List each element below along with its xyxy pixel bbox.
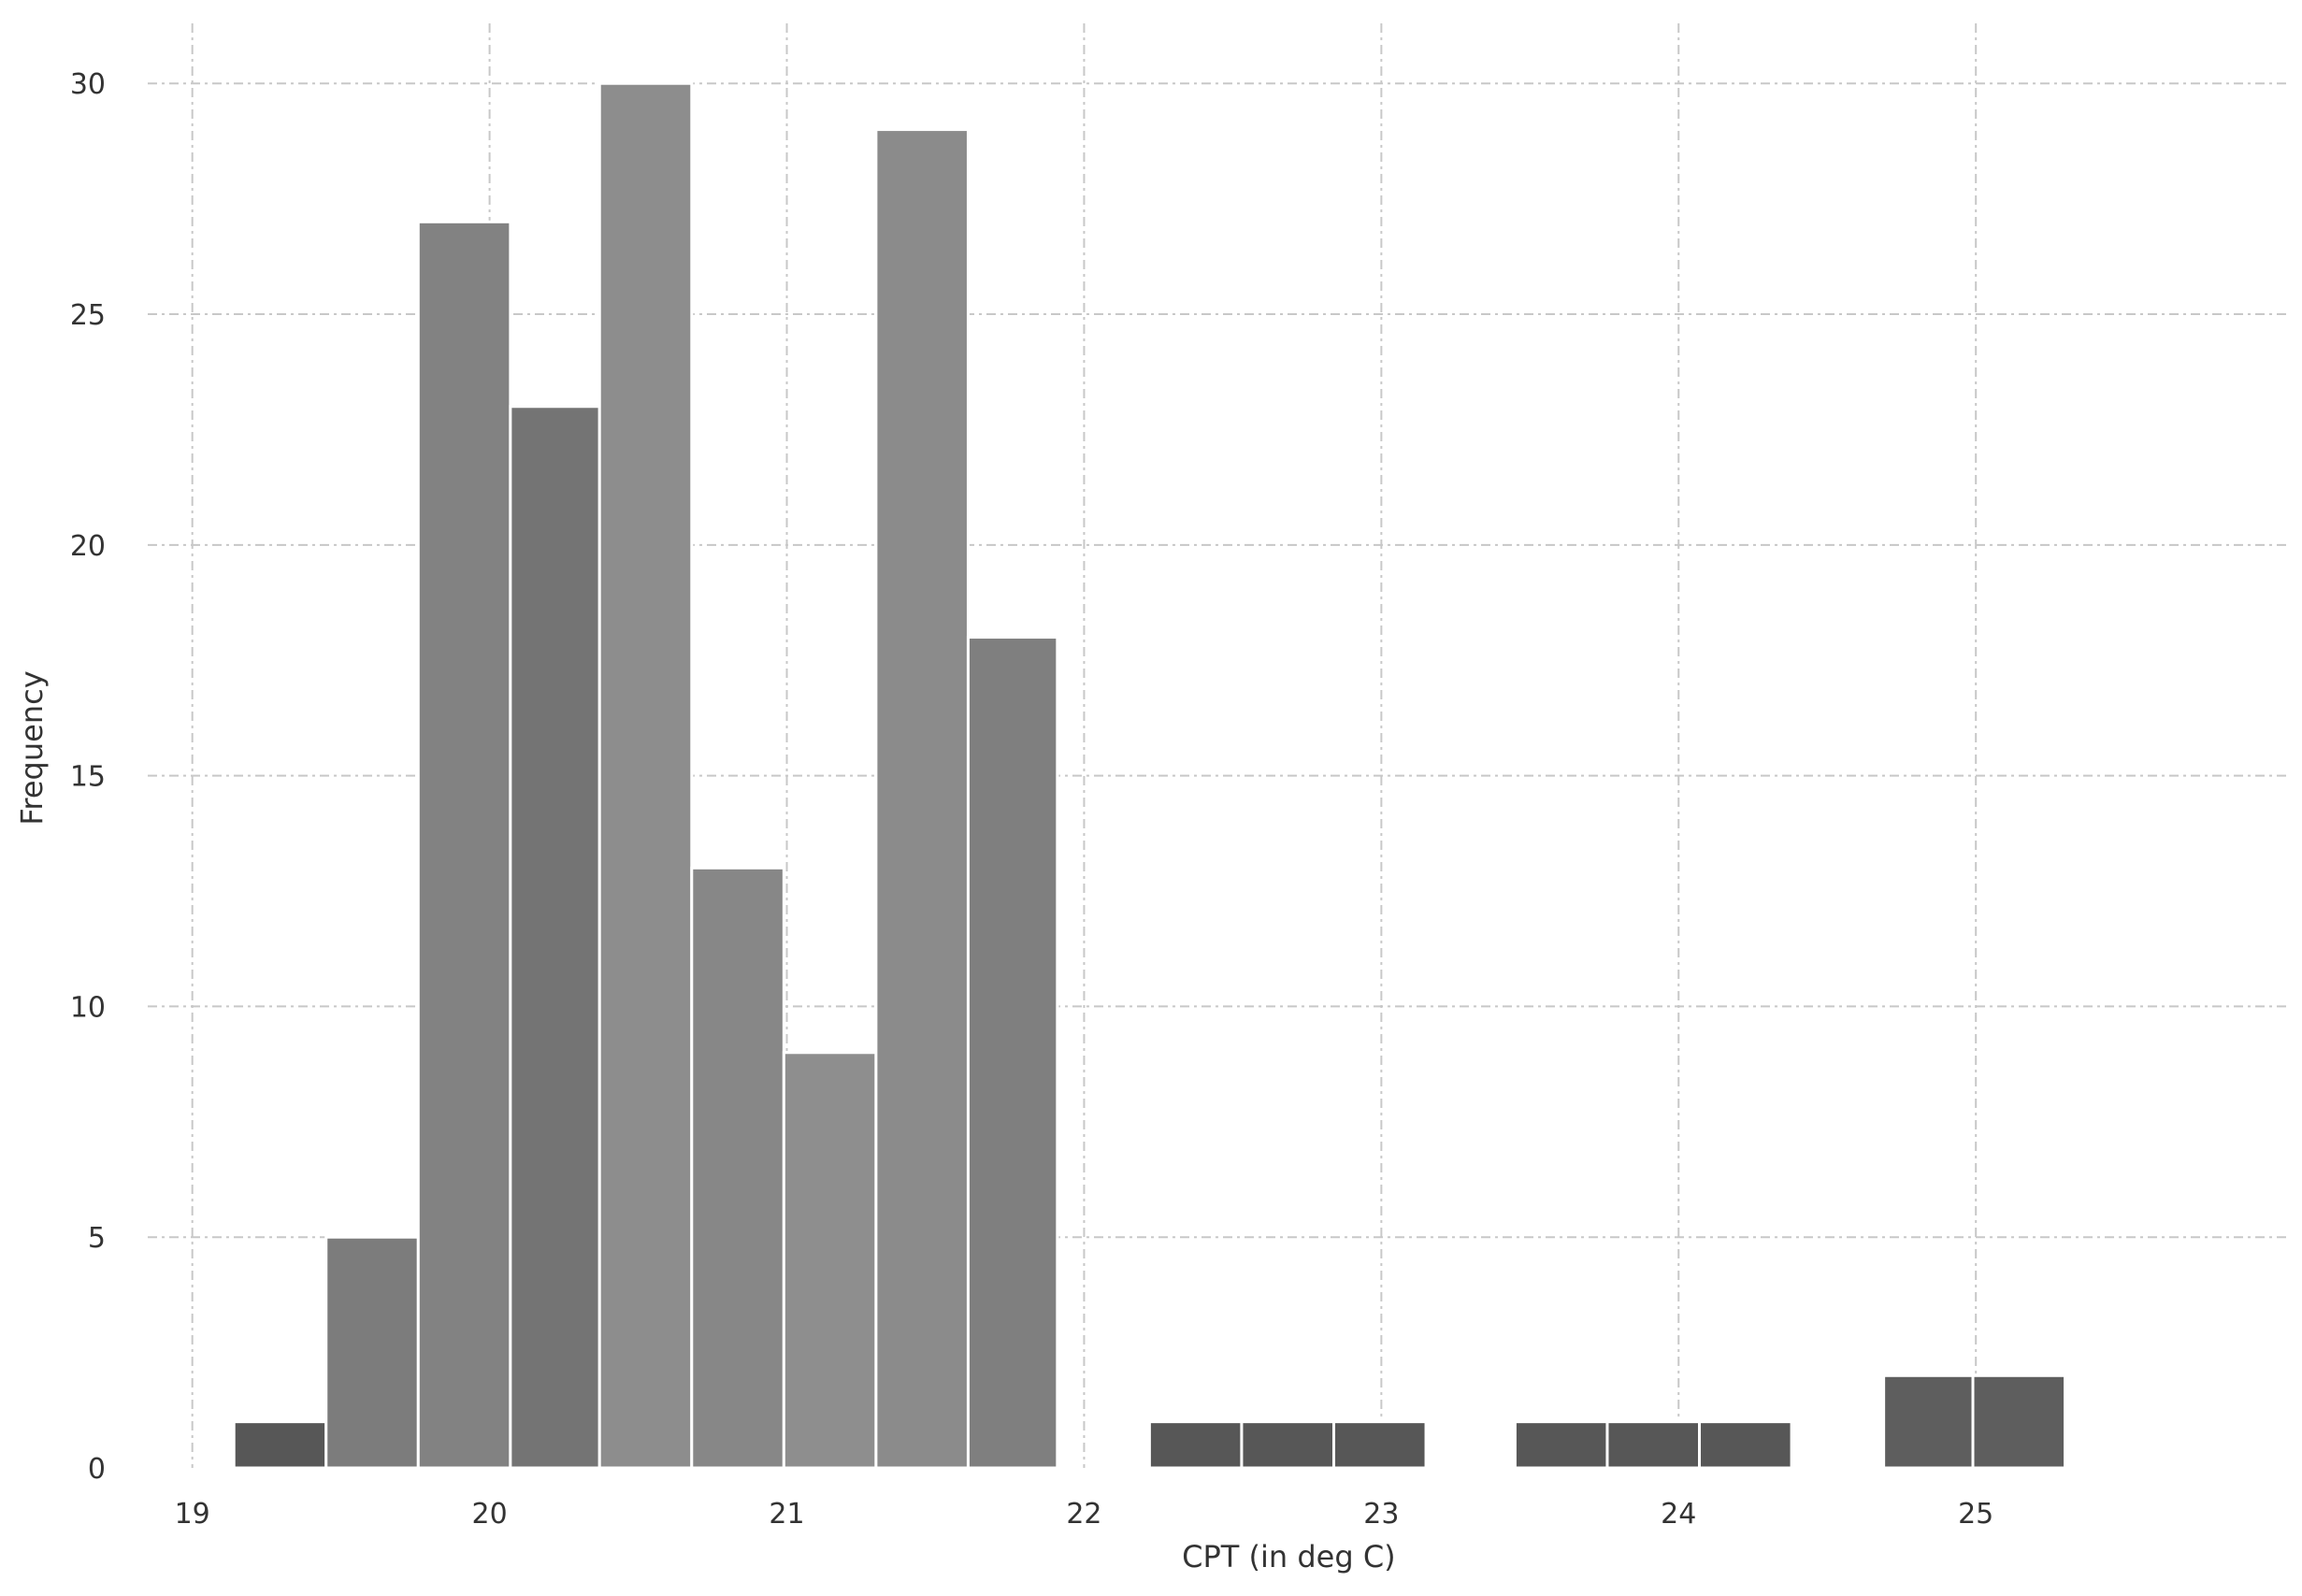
histogram-bar: [1147, 1420, 1244, 1470]
histogram-bar: [509, 405, 601, 1470]
x-tick-labels: 19 20 21 22 23 24 25: [175, 1498, 1994, 1531]
x-tick-label: 22: [1066, 1498, 1101, 1531]
y-tick-label: 15: [70, 761, 106, 794]
x-tick-label: 20: [472, 1498, 508, 1531]
histogram-bar: [874, 128, 970, 1470]
y-axis-label: Frequency: [14, 670, 50, 825]
histogram-bar: [597, 81, 694, 1470]
histogram-bar: [690, 866, 785, 1470]
histogram-bar: [1331, 1420, 1428, 1470]
grid: [148, 23, 2288, 1468]
y-tick-label: 10: [70, 991, 106, 1024]
histogram-bar: [1605, 1420, 1702, 1470]
histogram-bar: [1971, 1373, 2067, 1470]
histogram-bar: [416, 220, 512, 1470]
histogram-bar: [966, 636, 1059, 1470]
y-tick-label: 5: [88, 1222, 106, 1255]
y-tick-label: 25: [70, 299, 106, 332]
histogram-bar: [1698, 1420, 1793, 1470]
histogram-bar: [1240, 1420, 1335, 1470]
x-tick-label: 19: [175, 1498, 210, 1531]
x-axis-label: CPT (in deg C): [1182, 1539, 1396, 1574]
x-tick-label: 21: [769, 1498, 804, 1531]
bars: [232, 81, 2067, 1470]
x-tick-label: 23: [1363, 1498, 1399, 1531]
histogram-bar: [1513, 1420, 1609, 1470]
y-tick-label: 30: [70, 68, 106, 101]
histogram-bar: [232, 1420, 328, 1470]
y-tick-labels: 0 5 10 15 20 25 30: [70, 68, 106, 1486]
histogram-bar: [782, 1051, 878, 1470]
histogram-bar: [1882, 1373, 1975, 1470]
y-tick-label: 20: [70, 530, 106, 563]
x-tick-label: 25: [1958, 1498, 1993, 1531]
x-tick-label: 24: [1661, 1498, 1696, 1531]
histogram-bar: [324, 1235, 420, 1470]
y-tick-label: 0: [88, 1453, 106, 1486]
